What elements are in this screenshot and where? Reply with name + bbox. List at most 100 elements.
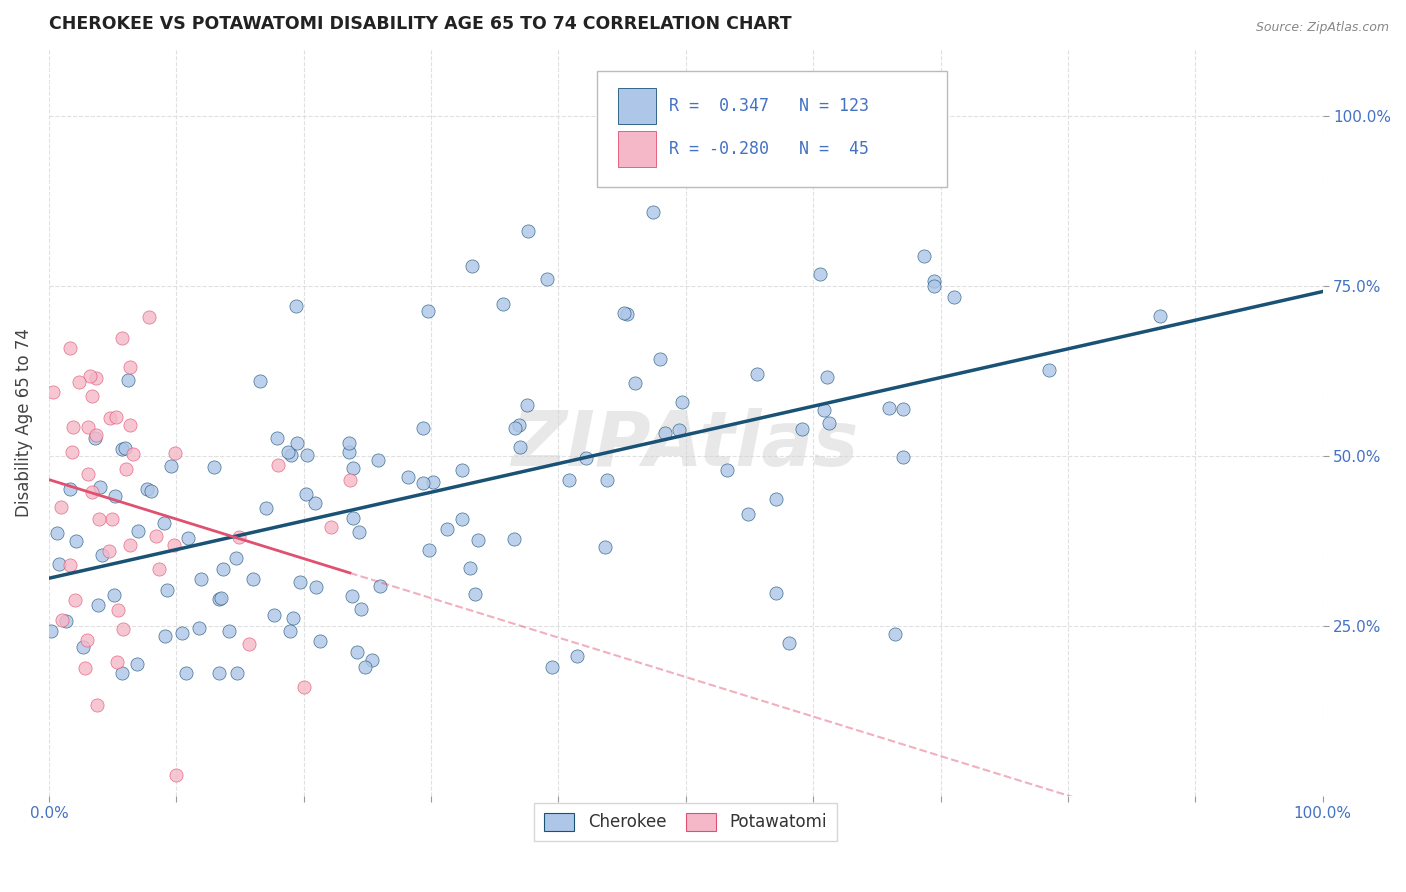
- Point: [942, 290, 965, 304]
- Point: [138, 310, 160, 325]
- Point: [668, 423, 690, 437]
- Point: [541, 660, 564, 674]
- Point: [55, 614, 77, 628]
- Point: [305, 580, 328, 594]
- Text: Source: ZipAtlas.com: Source: ZipAtlas.com: [1256, 21, 1389, 34]
- Point: [174, 666, 197, 681]
- Point: [778, 636, 800, 650]
- Point: [416, 303, 439, 318]
- Point: [464, 587, 486, 601]
- Legend: Cherokee, Potawatomi: Cherokee, Potawatomi: [534, 803, 837, 841]
- Point: [208, 666, 231, 681]
- Point: [285, 299, 308, 313]
- Point: [422, 475, 444, 489]
- Point: [228, 530, 250, 544]
- Point: [103, 489, 125, 503]
- Point: [51, 613, 73, 627]
- Point: [118, 360, 141, 375]
- Point: [45, 526, 67, 541]
- Point: [62, 420, 84, 434]
- Point: [914, 249, 936, 263]
- Point: [111, 442, 134, 457]
- Point: [509, 441, 531, 455]
- Text: ZIPAtlas: ZIPAtlas: [512, 408, 859, 482]
- Point: [558, 473, 581, 487]
- Point: [79, 369, 101, 384]
- Point: [292, 680, 315, 694]
- Text: R = -0.280   N =  45: R = -0.280 N = 45: [669, 140, 869, 158]
- Point: [77, 419, 100, 434]
- Point: [884, 627, 907, 641]
- Point: [98, 411, 121, 425]
- Point: [111, 666, 134, 681]
- Point: [249, 374, 271, 388]
- Point: [891, 402, 914, 417]
- Point: [170, 625, 193, 640]
- Point: [277, 444, 299, 458]
- Point: [63, 592, 86, 607]
- Point: [105, 409, 128, 424]
- Point: [396, 469, 419, 483]
- Point: [107, 603, 129, 617]
- Point: [42, 385, 65, 400]
- Point: [536, 272, 558, 286]
- Point: [156, 582, 179, 597]
- Point: [813, 402, 835, 417]
- Point: [60, 444, 83, 458]
- Point: [267, 458, 290, 472]
- Point: [596, 473, 619, 487]
- Point: [122, 447, 145, 461]
- Point: [76, 632, 98, 647]
- Point: [339, 473, 361, 487]
- Point: [67, 376, 90, 390]
- Point: [451, 463, 474, 477]
- Point: [278, 624, 301, 639]
- Point: [508, 417, 530, 432]
- Point: [127, 524, 149, 539]
- Point: [208, 591, 231, 606]
- Point: [648, 351, 671, 366]
- Point: [111, 622, 134, 636]
- Point: [503, 532, 526, 546]
- Point: [48, 558, 70, 572]
- Text: CHEROKEE VS POTAWATOMI DISABILITY AGE 65 TO 74 CORRELATION CHART: CHEROKEE VS POTAWATOMI DISABILITY AGE 65…: [49, 15, 792, 33]
- Point: [266, 431, 288, 445]
- Point: [117, 373, 139, 387]
- Point: [790, 422, 813, 436]
- Point: [242, 572, 264, 586]
- Point: [1038, 363, 1060, 377]
- Point: [295, 449, 318, 463]
- Point: [98, 543, 121, 558]
- Point: [1149, 309, 1171, 323]
- Point: [891, 450, 914, 465]
- Text: R =  0.347   N = 123: R = 0.347 N = 123: [669, 97, 869, 115]
- FancyBboxPatch shape: [619, 88, 657, 124]
- Point: [319, 520, 342, 534]
- Point: [467, 533, 489, 547]
- Point: [516, 224, 538, 238]
- Point: [346, 645, 368, 659]
- Point: [76, 467, 98, 482]
- Point: [163, 538, 186, 552]
- Point: [165, 768, 187, 782]
- Y-axis label: Disability Age 65 to 74: Disability Age 65 to 74: [15, 327, 32, 516]
- Point: [295, 487, 318, 501]
- Point: [461, 259, 484, 273]
- Point: [340, 589, 363, 603]
- Point: [155, 629, 177, 643]
- Point: [516, 398, 538, 412]
- Point: [412, 475, 434, 490]
- Point: [924, 278, 946, 293]
- Point: [225, 550, 247, 565]
- Point: [458, 561, 481, 575]
- Point: [103, 588, 125, 602]
- Point: [624, 376, 647, 391]
- Point: [59, 558, 82, 573]
- Point: [59, 342, 82, 356]
- Point: [80, 389, 103, 403]
- Point: [218, 624, 240, 638]
- Point: [51, 500, 73, 514]
- Point: [922, 274, 945, 288]
- Point: [226, 666, 249, 681]
- Point: [613, 306, 636, 320]
